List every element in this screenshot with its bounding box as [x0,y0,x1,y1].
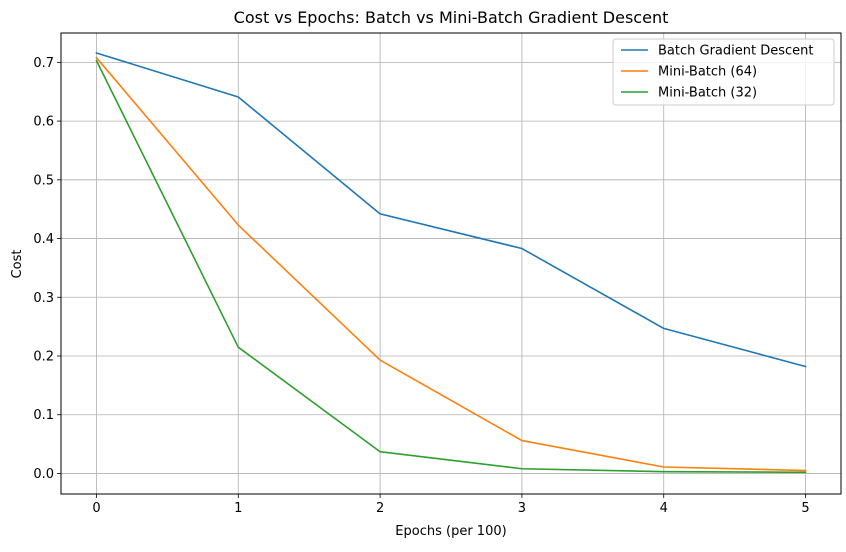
legend-entry-label: Batch Gradient Descent [658,44,813,59]
x-tick-label: 1 [234,501,242,516]
x-tick-label: 0 [92,501,100,516]
series-line-2 [95,59,807,474]
x-axis-ticks: 0 1 2 3 4 5 [92,494,810,516]
y-axis-ticks: 0.0 0.1 0.2 0.3 0.4 0.5 0.6 0.7 [33,56,61,482]
x-axis-label: Epochs (per 100) [395,524,506,539]
series-line-1 [95,56,807,472]
series-line-0 [95,51,807,368]
x-tick-label: 4 [660,501,668,516]
chart-title: Cost vs Epochs: Batch vs Mini-Batch Grad… [234,8,669,27]
plot-area-frame [60,32,842,495]
legend-box [612,38,835,106]
y-tick-label: 0.7 [33,56,54,71]
x-tick-label: 2 [376,501,384,516]
x-tick-label: 5 [801,501,809,516]
y-tick-label: 0.2 [33,349,54,364]
y-tick-label: 0.3 [33,291,54,306]
y-tick-label: 0.5 [33,173,54,188]
y-tick-label: 0.4 [33,232,54,247]
legend: Batch Gradient Descent Mini-Batch (64) Min… [612,38,835,106]
x-tick-label: 3 [518,501,526,516]
y-tick-label: 0.6 [33,115,54,130]
y-tick-label: 0.0 [33,467,54,482]
legend-entry-label: Mini-Batch (32) [658,86,757,101]
y-tick-label: 0.1 [33,408,54,423]
series-lines [95,51,807,474]
y-axis-label: Cost [10,250,25,279]
legend-entry-label: Mini-Batch (64) [658,65,757,80]
